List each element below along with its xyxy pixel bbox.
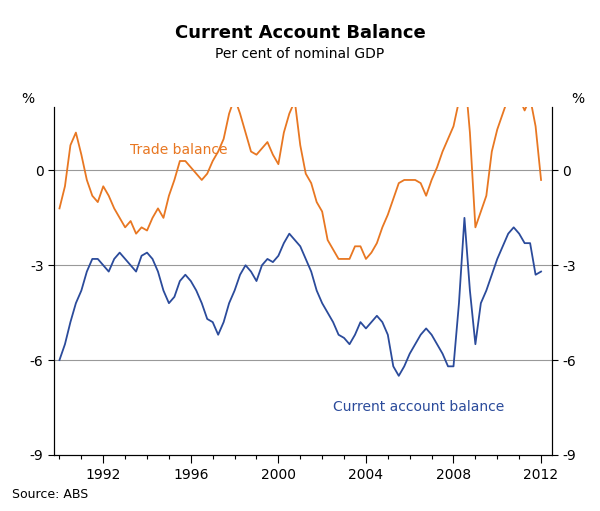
Text: Current Account Balance: Current Account Balance bbox=[175, 24, 425, 42]
Text: %: % bbox=[571, 91, 584, 106]
Text: Per cent of nominal GDP: Per cent of nominal GDP bbox=[215, 47, 385, 61]
Text: Current account balance: Current account balance bbox=[333, 401, 505, 414]
Text: Trade balance: Trade balance bbox=[130, 143, 227, 157]
Text: %: % bbox=[22, 91, 35, 106]
Text: Source: ABS: Source: ABS bbox=[12, 488, 88, 501]
